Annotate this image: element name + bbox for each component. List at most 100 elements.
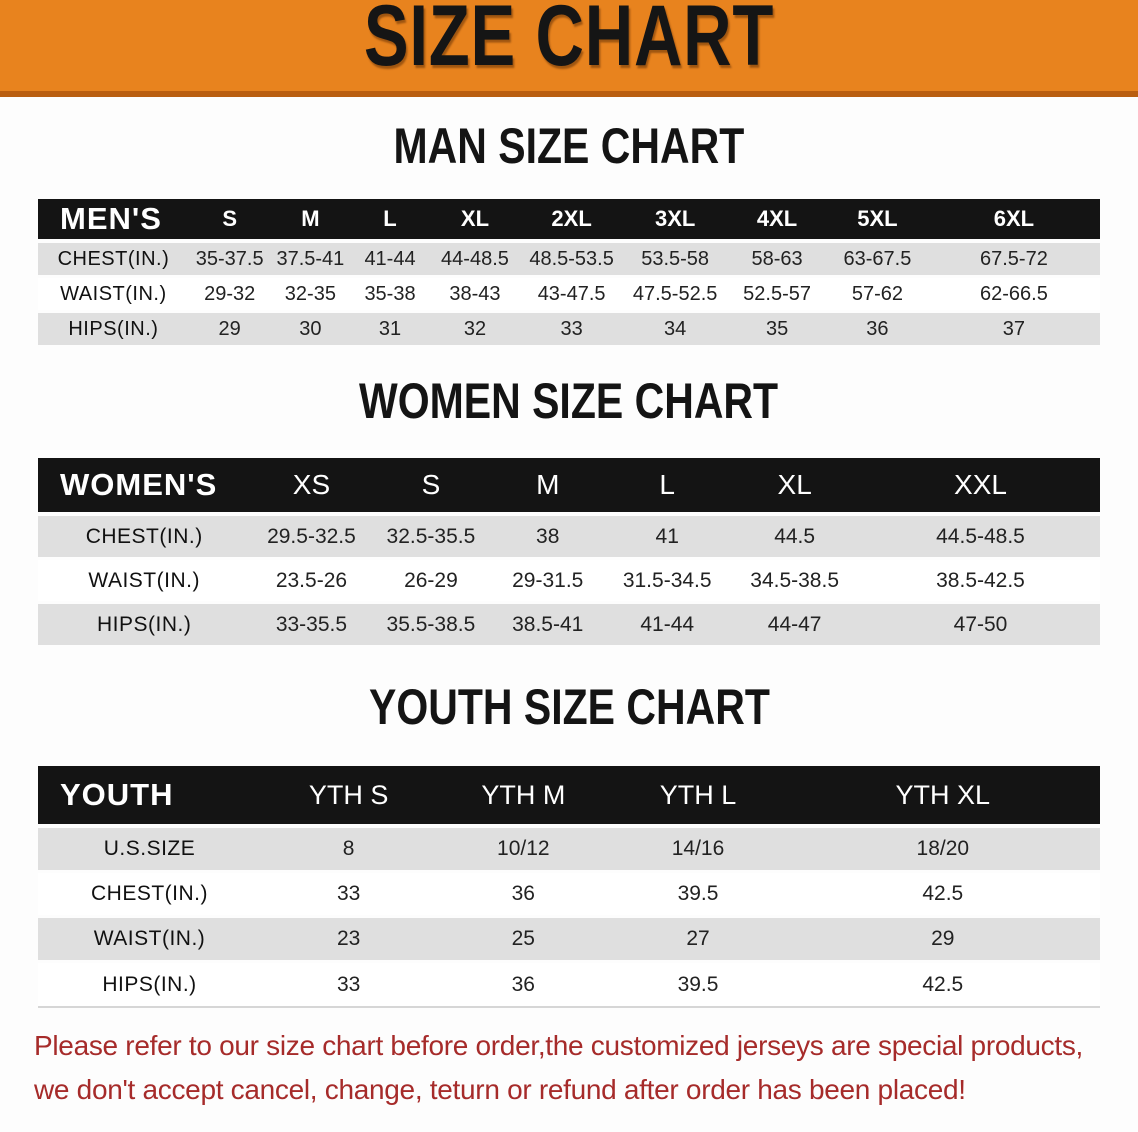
measurement-cell: 38.5-41 xyxy=(489,604,607,648)
size-chart-banner: SIZE CHART xyxy=(0,0,1138,97)
disclaimer-line-1: Please refer to our size chart before or… xyxy=(34,1030,1084,1061)
measurement-cell: 44-47 xyxy=(728,604,862,648)
measurement-cell: 23.5-26 xyxy=(250,560,373,604)
men-size-header: 2XL xyxy=(520,199,624,243)
measurement-cell: 29-32 xyxy=(188,278,271,313)
measurement-cell: 48.5-53.5 xyxy=(520,243,624,278)
youth-corner-label: YOUTH xyxy=(38,766,262,828)
measurement-cell: 38 xyxy=(489,516,607,560)
row-label: U.S.SIZE xyxy=(38,828,262,873)
row-label: WAIST(IN.) xyxy=(38,560,251,604)
youth-measure-row: CHEST(IN.) 33 36 39.5 42.5 xyxy=(38,873,1100,918)
measurement-cell: 14/16 xyxy=(610,828,786,873)
row-label: WAIST(IN.) xyxy=(38,918,262,963)
youth-measure-row: WAIST(IN.) 23 25 27 29 xyxy=(38,918,1100,963)
youth-measure-row: U.S.SIZE 8 10/12 14/16 18/20 xyxy=(38,828,1100,873)
measurement-cell: 35-38 xyxy=(350,278,430,313)
women-size-header: M xyxy=(489,458,607,516)
measurement-cell: 23 xyxy=(261,918,437,963)
measurement-cell: 31 xyxy=(350,313,430,348)
row-label: HIPS(IN.) xyxy=(38,604,251,648)
measurement-cell: 8 xyxy=(261,828,437,873)
youth-size-header: YTH M xyxy=(436,766,611,828)
women-size-table: WOMEN'S XS S M L XL XXL CHEST(IN.) 29.5-32.5 32.5… xyxy=(38,458,1100,648)
measurement-cell: 32 xyxy=(429,313,521,348)
row-label: HIPS(IN.) xyxy=(38,963,262,1008)
measurement-cell: 36 xyxy=(436,873,611,918)
measurement-cell: 52.5-57 xyxy=(727,278,827,313)
measurement-cell: 44.5 xyxy=(728,516,862,560)
measurement-cell: 29 xyxy=(188,313,271,348)
disclaimer-line-2: we don't accept cancel, change, teturn o… xyxy=(34,1074,966,1105)
women-measure-row: HIPS(IN.) 33-35.5 35.5-38.5 38.5-41 41-44 44-… xyxy=(38,604,1100,648)
measurement-cell: 26-29 xyxy=(372,560,490,604)
row-label: CHEST(IN.) xyxy=(38,516,251,560)
measurement-cell: 32-35 xyxy=(270,278,351,313)
measurement-cell: 42.5 xyxy=(785,873,1100,918)
measurement-cell: 30 xyxy=(270,313,351,348)
women-size-header: XS xyxy=(250,458,373,516)
measurement-cell: 58-63 xyxy=(727,243,827,278)
men-size-table: MEN'S S M L XL 2XL 3XL 4XL 5XL 6XL CHEST(IN.) 35-37… xyxy=(38,199,1100,348)
youth-header-row: YOUTH YTH S YTH M YTH L YTH XL xyxy=(38,766,1100,828)
measurement-cell: 35.5-38.5 xyxy=(372,604,490,648)
women-size-header: S xyxy=(372,458,490,516)
order-disclaimer: Please refer to our size chart before or… xyxy=(0,1024,1138,1112)
measurement-cell: 53.5-58 xyxy=(623,243,728,278)
measurement-cell: 63-67.5 xyxy=(826,243,928,278)
row-label: WAIST(IN.) xyxy=(38,278,189,313)
measurement-cell: 33-35.5 xyxy=(250,604,373,648)
banner-title-text: SIZE CHART xyxy=(363,0,775,84)
measurement-cell: 29 xyxy=(785,918,1100,963)
measurement-cell: 42.5 xyxy=(785,963,1100,1008)
measurement-cell: 33 xyxy=(520,313,624,348)
youth-size-header: YTH S xyxy=(261,766,437,828)
measurement-cell: 35-37.5 xyxy=(188,243,271,278)
men-measure-row: WAIST(IN.) 29-32 32-35 35-38 38-43 43-47.5 47.… xyxy=(38,278,1100,313)
measurement-cell: 47-50 xyxy=(861,604,1100,648)
women-size-header: L xyxy=(606,458,729,516)
women-size-header: XXL xyxy=(861,458,1100,516)
measurement-cell: 29-31.5 xyxy=(489,560,607,604)
men-size-header: 5XL xyxy=(826,199,928,243)
measurement-cell: 41-44 xyxy=(606,604,729,648)
row-label: CHEST(IN.) xyxy=(38,873,262,918)
measurement-cell: 57-62 xyxy=(826,278,928,313)
measurement-cell: 25 xyxy=(436,918,611,963)
women-section-title: WOMEN SIZE CHART xyxy=(359,373,779,429)
men-size-header: L xyxy=(350,199,430,243)
men-corner-label: MEN'S xyxy=(38,199,189,243)
men-size-header: XL xyxy=(429,199,521,243)
measurement-cell: 67.5-72 xyxy=(927,243,1100,278)
men-measure-row: CHEST(IN.) 35-37.5 37.5-41 41-44 44-48.5 48.5… xyxy=(38,243,1100,278)
measurement-cell: 34 xyxy=(623,313,728,348)
measurement-cell: 27 xyxy=(610,918,786,963)
men-size-header: S xyxy=(188,199,271,243)
youth-size-header: YTH XL xyxy=(785,766,1100,828)
measurement-cell: 43-47.5 xyxy=(520,278,624,313)
measurement-cell: 38-43 xyxy=(429,278,521,313)
measurement-cell: 36 xyxy=(826,313,928,348)
measurement-cell: 39.5 xyxy=(610,963,786,1008)
measurement-cell: 39.5 xyxy=(610,873,786,918)
man-section-title: MAN SIZE CHART xyxy=(393,118,745,174)
youth-measure-row: HIPS(IN.) 33 36 39.5 42.5 xyxy=(38,963,1100,1008)
youth-section-title: YOUTH SIZE CHART xyxy=(368,679,770,735)
measurement-cell: 41-44 xyxy=(350,243,430,278)
men-size-header: M xyxy=(270,199,351,243)
measurement-cell: 33 xyxy=(261,963,437,1008)
measurement-cell: 36 xyxy=(436,963,611,1008)
measurement-cell: 62-66.5 xyxy=(927,278,1100,313)
row-label: CHEST(IN.) xyxy=(38,243,189,278)
youth-size-header: YTH L xyxy=(610,766,786,828)
measurement-cell: 35 xyxy=(727,313,827,348)
youth-size-table: YOUTH YTH S YTH M YTH L YTH XL U.S.SIZE 8 10/12… xyxy=(38,766,1100,1008)
measurement-cell: 44.5-48.5 xyxy=(861,516,1100,560)
measurement-cell: 37 xyxy=(927,313,1100,348)
measurement-cell: 33 xyxy=(261,873,437,918)
women-size-header: XL xyxy=(728,458,862,516)
women-measure-row: WAIST(IN.) 23.5-26 26-29 29-31.5 31.5-34.5 34… xyxy=(38,560,1100,604)
measurement-cell: 34.5-38.5 xyxy=(728,560,862,604)
measurement-cell: 10/12 xyxy=(436,828,611,873)
